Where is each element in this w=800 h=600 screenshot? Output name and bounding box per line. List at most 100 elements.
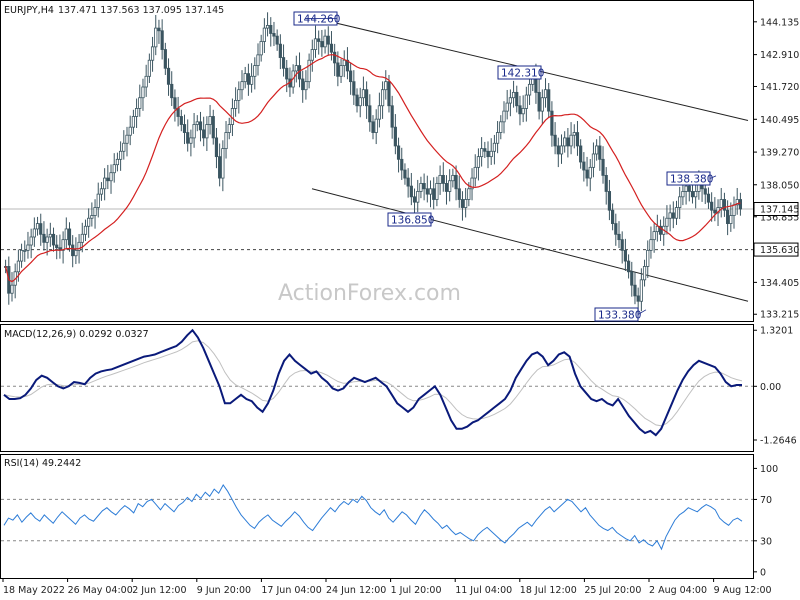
candle-body [460,199,465,208]
candle-body [77,241,81,251]
candle-body [214,137,219,158]
moving-average [5,54,741,283]
candle-body [125,134,129,144]
candle-body [329,43,334,53]
candle-body [527,83,532,96]
candle-body [611,209,615,224]
candle-body [438,174,442,184]
macd-panel-title: MACD(12,26,9) 0.0292 0.0327 [4,329,149,340]
candle-body [23,249,27,252]
candle-body [192,124,196,139]
candle-body [211,116,215,139]
candle-body [563,137,567,147]
candle-body [221,148,225,179]
candle-body [524,94,528,109]
candle-body [633,284,637,297]
candle-body [582,161,586,171]
candle-body [658,225,663,235]
candle-body [518,105,522,115]
candle-body [336,62,340,77]
candle-body [227,124,231,133]
candle-body [703,188,707,195]
candle-body [476,156,481,168]
candle-body [678,196,682,208]
candle-body [607,191,612,211]
candle-body [256,54,260,66]
candle-body [448,180,452,192]
candle-body [652,231,656,241]
candle-body [349,70,353,83]
candle-body [259,41,263,56]
candle-body [511,91,516,99]
candle-body [262,27,266,42]
candle-body [355,94,359,107]
candle-body [281,57,286,69]
candle-body [64,228,68,241]
candle-body [585,169,589,179]
price-tick-label: 133.215 [760,310,799,321]
candle-body [16,260,20,273]
candle-body [409,185,413,198]
candle-body [588,166,592,179]
candle-body [96,193,100,208]
x-tick-label: 11 Jul 04:00 [455,585,512,596]
candle-body [189,137,193,144]
candle-body [483,148,487,152]
candle-body [623,249,627,262]
candle-body [396,145,401,160]
candle-body [502,110,506,123]
candle-body [32,228,36,238]
candle-body [237,89,241,101]
candle-body [45,236,49,243]
candle-body [368,105,372,123]
candle-body [729,215,733,224]
x-tick-label: 18 Jul 12:00 [520,585,577,596]
svg-text:133.380: 133.380 [598,310,641,322]
candle-body [540,97,544,112]
candle-body [419,183,423,192]
candle-body [416,191,420,203]
candle-body [361,89,366,99]
candle-body [147,59,151,77]
candle-body [317,38,321,42]
candle-body [547,89,551,112]
candle-body [304,81,308,91]
candle-body [134,108,139,117]
candle-body [473,166,477,179]
candle-body [681,191,685,198]
annotation-label: 142.310 [497,65,544,80]
candle-body [655,225,659,233]
candle-body [668,212,672,219]
rsi-tick-label: 30 [760,536,772,547]
candle-body [543,89,548,99]
candle-body [646,249,650,267]
candle-body [457,188,461,200]
candle-body [109,172,113,182]
candle-body [649,239,653,251]
macd-tick-label: 0.00 [760,382,781,393]
candle-body [246,73,251,85]
candle-body [339,65,343,77]
candle-body [218,156,222,179]
candle-body [572,132,576,136]
candle-body [719,199,723,208]
candle-body [272,33,276,37]
rsi-line [3,484,743,551]
candle-body [141,86,145,99]
candle-body [48,233,52,238]
candle-body [559,145,564,155]
annotation-label: 136.850 [387,212,434,227]
candle-body [90,215,94,219]
candle-body [636,295,640,302]
candle-body [51,233,56,246]
svg-text:142.310: 142.310 [501,68,544,80]
macd-y-ticks: 1.3201 0.00 -1.2646 [753,326,797,447]
candle-body [595,145,599,155]
candle-body [604,174,608,192]
rsi-tick-label: 100 [760,464,778,475]
rsi-tick-label: 0 [760,567,766,578]
candle-body [406,177,410,187]
candle-body [726,209,730,224]
candle-body [195,121,199,125]
candle-body [29,236,33,246]
